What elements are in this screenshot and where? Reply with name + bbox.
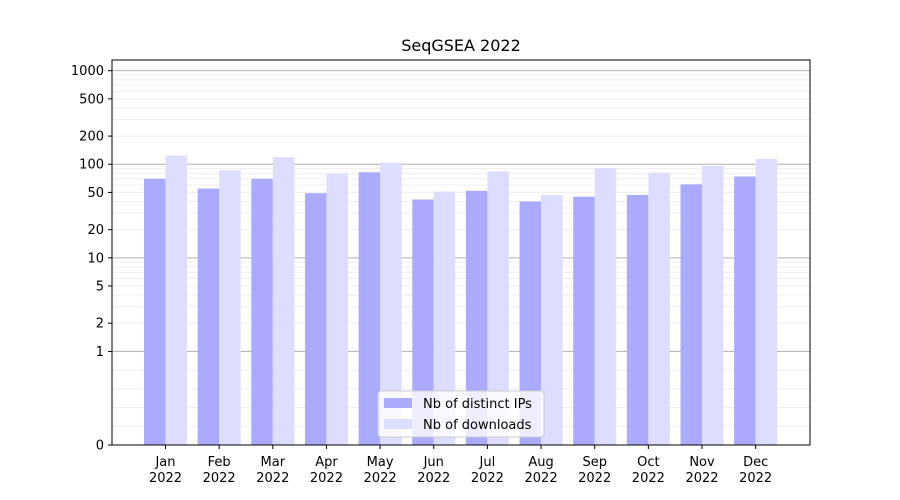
y-tick-label: 1 [96,345,104,360]
y-tick-label: 1000 [71,64,104,79]
legend: Nb of distinct IPs Nb of downloads [377,390,545,438]
y-tick-label: 2 [96,317,104,332]
bar-downloads [487,171,509,445]
legend-box [377,390,545,438]
x-tick-label-month: Aug [528,455,553,470]
bar-distinct-ips [251,178,273,446]
x-tick-label-year: 2022 [310,471,343,486]
x-tick-label-year: 2022 [417,471,450,486]
x-tick-label-year: 2022 [525,471,558,486]
bar-downloads [702,165,724,445]
bar-distinct-ips [734,176,756,446]
bar-downloads [433,191,456,445]
bar-distinct-ips [465,190,488,445]
x-tick-label-month: Apr [315,455,338,470]
x-tick-label-year: 2022 [364,471,397,486]
bar-distinct-ips [573,196,595,445]
x-tick-label-month: Mar [261,455,286,470]
bar-distinct-ips [144,178,166,446]
bar-downloads [755,158,778,446]
bar-distinct-ips [626,194,649,445]
y-tick-label: 20 [87,223,104,238]
x-tick-label-month: May [367,455,394,470]
legend-label: Nb of downloads [423,418,532,433]
y-tick-label: 500 [79,92,104,107]
x-tick-label-month: Jun [423,455,444,470]
x-tick-label-month: Jan [154,455,175,470]
x-tick-label-year: 2022 [149,471,182,486]
chart-title: SeqGSEA 2022 [401,36,521,55]
x-tick-label-year: 2022 [578,471,611,486]
x-tick-label-month: Jul [479,455,496,470]
bars [144,155,778,446]
bar-downloads [165,155,187,445]
legend-swatch [384,398,412,408]
y-tick-label: 10 [87,251,104,266]
x-tick-label-year: 2022 [471,471,504,486]
bar-distinct-ips [680,184,702,445]
x-tick-label-year: 2022 [685,471,718,486]
x-tick-label-year: 2022 [203,471,236,486]
bar-distinct-ips [412,199,434,445]
bar-downloads [541,194,563,445]
bar-downloads [380,162,402,445]
y-tick-label: 50 [87,186,104,201]
x-tick-label-month: Dec [743,455,768,470]
bar-distinct-ips [304,193,327,445]
x-tick-label-month: Oct [637,455,659,470]
bar-distinct-ips [197,188,220,445]
bar-downloads [326,173,348,446]
bar-downloads [648,172,670,445]
x-tick-label-year: 2022 [739,471,772,486]
plot-area-frame [111,59,811,446]
x-tick-label-month: Sep [582,455,607,470]
legend-swatch [384,419,412,429]
y-tick-label: 5 [96,280,104,295]
x-tick-label-month: Feb [208,455,231,470]
x-axis: Jan2022Feb2022Mar2022Apr2022May2022Jun20… [149,445,772,486]
y-tick-label: 200 [79,130,104,145]
x-tick-label-month: Nov [689,455,715,470]
bar-downloads [272,157,295,445]
y-axis: 0 1 2 5 10 20 50 100 200 500 1000 [71,64,112,454]
y-tick-label: 100 [79,158,104,173]
bar-distinct-ips [358,172,381,446]
x-tick-label-year: 2022 [632,471,665,486]
legend-label: Nb of distinct IPs [423,397,532,412]
y-tick-label: 0 [96,439,104,454]
bar-downloads [219,170,241,445]
x-tick-label-year: 2022 [256,471,289,486]
bar-downloads [594,168,617,445]
bar-distinct-ips [519,201,542,445]
